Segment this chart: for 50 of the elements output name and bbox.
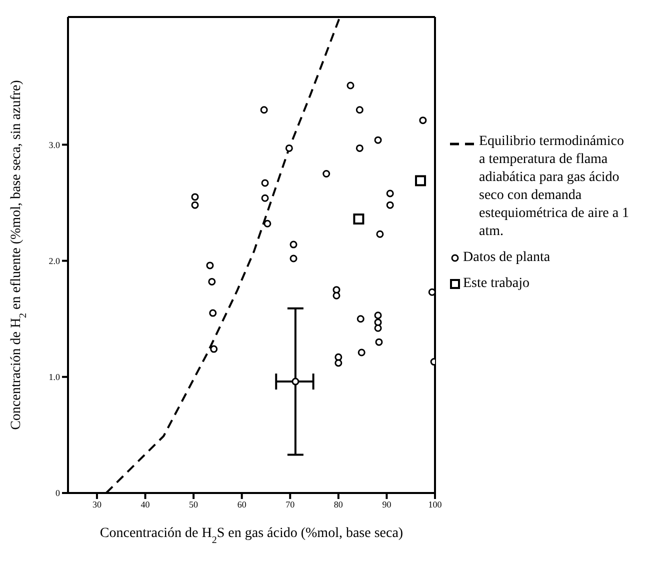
point — [260, 106, 268, 114]
point — [375, 338, 383, 346]
point — [264, 220, 272, 228]
point — [346, 82, 354, 90]
point — [334, 353, 342, 361]
point — [332, 292, 340, 300]
y-tick-label: 3.0 — [48, 140, 60, 150]
point — [358, 348, 366, 356]
point — [209, 309, 217, 317]
point — [356, 144, 364, 152]
y-tick-label: 1.0 — [48, 372, 60, 382]
point — [292, 378, 300, 386]
y-tick-label: 0 — [56, 488, 60, 498]
point — [206, 262, 214, 270]
point — [208, 278, 216, 286]
point — [210, 345, 218, 353]
point — [261, 194, 269, 202]
point — [386, 190, 394, 198]
x-tick-label: 80 — [334, 499, 344, 510]
point — [285, 144, 293, 152]
point — [386, 201, 394, 209]
point — [290, 240, 298, 248]
point — [374, 324, 382, 332]
point — [191, 201, 199, 209]
x-tick-label: 50 — [189, 499, 199, 510]
point — [356, 315, 364, 323]
point — [353, 214, 364, 225]
point — [374, 312, 382, 320]
point — [334, 359, 342, 367]
x-tick-label: 70 — [286, 499, 296, 510]
point — [261, 179, 269, 187]
x-tick-label: 40 — [140, 499, 150, 510]
point — [191, 193, 199, 201]
x-tick-label: 60 — [237, 499, 247, 510]
point — [415, 175, 426, 186]
point — [376, 230, 384, 238]
x-tick-label: 30 — [92, 499, 102, 510]
x-tick-label: 90 — [382, 499, 392, 510]
x-axis-title: Concentración de H$_{2}$S en gas ácido (%mol, base seca) — [100, 526, 404, 546]
point — [374, 136, 382, 144]
x-tick-label: 100 — [428, 499, 442, 510]
legend-label: Este trabajo — [463, 275, 530, 293]
point — [290, 254, 298, 262]
point — [419, 116, 427, 124]
point — [356, 106, 364, 114]
legend-label: Equilibrio termodinámico a temperatura de flama adiabática para gas ácido seco con demanda estequiométrica de aire a 1 atm. — [479, 133, 630, 241]
point — [322, 170, 330, 178]
y-tick-label: 2.0 — [48, 256, 60, 266]
legend-label: Datos de planta — [463, 249, 550, 267]
point — [428, 288, 435, 296]
